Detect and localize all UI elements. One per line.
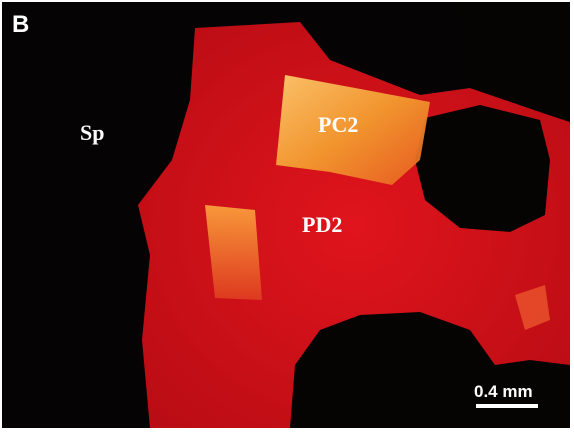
region-label: PD2 bbox=[302, 212, 342, 237]
scale-bar-label: 0.4 mm bbox=[474, 382, 533, 401]
panel-label: B bbox=[12, 11, 29, 38]
region-label: PC2 bbox=[318, 112, 358, 137]
page: B Sp PC2 PD2 0.4 mm (() => { const data … bbox=[0, 0, 574, 432]
region-label: Sp bbox=[80, 120, 104, 145]
scale-bar bbox=[476, 404, 538, 408]
micrograph: B Sp PC2 PD2 0.4 mm bbox=[0, 0, 574, 432]
